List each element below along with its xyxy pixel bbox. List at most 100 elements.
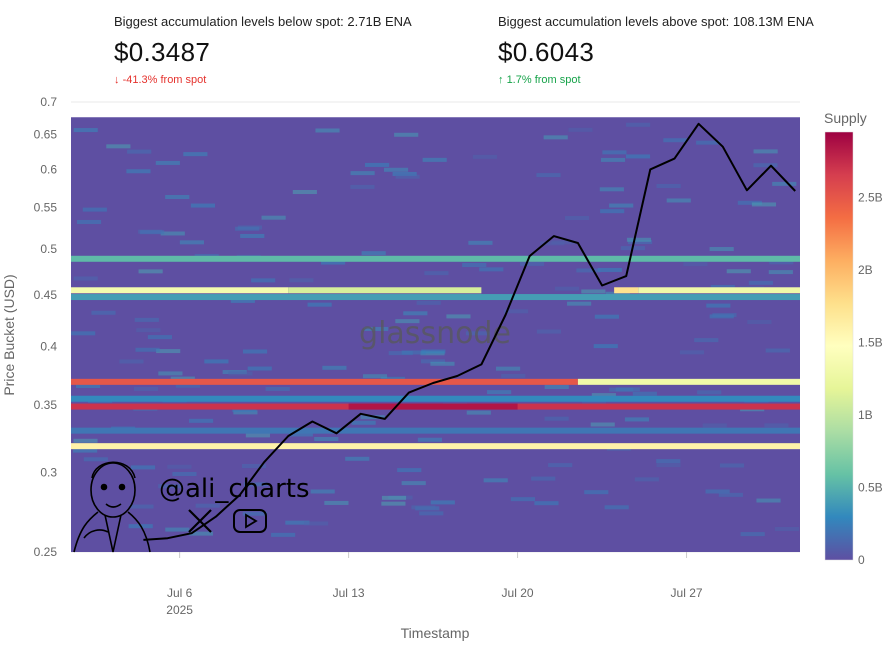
heatmap-cell <box>590 422 615 427</box>
heatmap-texture <box>71 122 799 537</box>
heatmap-cell <box>468 240 493 245</box>
heatmap-cell <box>240 233 265 238</box>
heatmap-cell <box>321 260 346 265</box>
heatmap-cell <box>288 432 313 437</box>
colorbar-ticks: 0 0.5B 1B 1.5B 2B 2.5B <box>858 190 883 567</box>
heatmap-cell <box>600 157 626 162</box>
colorbar-title: Supply <box>824 110 867 126</box>
heatmap-cell <box>165 195 190 200</box>
heatmap-cell <box>544 385 569 390</box>
x-tick-label: Jul 6 <box>167 586 193 600</box>
heatmap-cell <box>756 498 781 503</box>
heatmap-cell <box>430 500 455 505</box>
heatmap-cell <box>605 291 630 296</box>
heatmap-cell <box>710 284 735 289</box>
y-tick-label: 0.7 <box>40 95 57 109</box>
accumulation-band <box>71 395 800 402</box>
heatmap-cell <box>127 149 152 154</box>
heatmap-cell <box>694 338 719 343</box>
heatmap-cell <box>195 503 220 508</box>
heatmap-cell <box>466 410 491 415</box>
accumulation-bands <box>71 255 800 450</box>
heatmap-cell <box>627 240 653 245</box>
heatmap-cell <box>420 359 446 364</box>
heatmap-cell <box>483 478 508 483</box>
heatmap-cell <box>706 303 731 308</box>
heatmap-cell <box>76 219 102 224</box>
stat-below-spot: Biggest accumulation levels below spot: … <box>114 14 412 86</box>
heatmap-cell <box>604 505 629 510</box>
heatmap-cell <box>567 301 592 306</box>
heatmap-cell <box>232 408 257 413</box>
stat-below-price: $0.3487 <box>114 37 211 67</box>
heatmap-cell <box>581 289 606 294</box>
heatmap-cell <box>392 171 417 176</box>
heatmap-cell <box>243 482 269 487</box>
heatmap-cell <box>422 157 447 162</box>
heatmap-cell <box>656 463 681 468</box>
heatmap-cell <box>230 298 255 303</box>
y-axis-title: Price Bucket (USD) <box>1 274 17 395</box>
stat-above-delta: ↑ 1.7% from spot <box>498 74 814 86</box>
heatmap-cell <box>179 240 205 245</box>
x-logo-icon <box>188 509 212 533</box>
heatmap-cell <box>119 359 144 364</box>
accumulation-band <box>288 287 482 294</box>
arrow-down-icon: ↓ <box>114 74 120 86</box>
heatmap-cell <box>709 247 734 252</box>
heatmap-cell <box>737 200 762 205</box>
y-tick-label: 0.55 <box>34 200 58 214</box>
heatmap-cell <box>534 501 559 506</box>
heatmap-cell <box>753 149 778 154</box>
heatmap-cell <box>536 329 562 334</box>
x-tick-label: Jul 20 <box>502 586 534 600</box>
accumulation-band <box>577 378 800 385</box>
heatmap-cell <box>564 216 590 221</box>
accumulation-band <box>71 443 800 450</box>
heatmap-cell <box>576 268 601 273</box>
heatmap-cell <box>609 203 634 208</box>
heatmap-cell <box>204 359 229 364</box>
stat-below-delta: ↓ -41.3% from spot <box>114 74 412 86</box>
heatmap-cell <box>73 276 98 281</box>
heatmap-cell <box>351 420 376 425</box>
colorbar-tick-label: 0 <box>858 553 865 567</box>
heatmap-cell <box>747 320 772 325</box>
heatmap-cell <box>697 390 722 395</box>
heatmap-cell <box>365 162 390 167</box>
heatmap-background <box>71 117 800 552</box>
heatmap-cell <box>383 167 409 172</box>
heatmap-cell <box>228 371 253 376</box>
y-tick-label: 0.45 <box>34 288 58 302</box>
heatmap-cell <box>510 497 535 502</box>
heatmap-cell <box>540 241 565 246</box>
heatmap-cell <box>247 366 272 371</box>
heatmap-cell <box>242 349 268 354</box>
heatmap-cell <box>136 328 161 333</box>
stat-above-spot: Biggest accumulation levels above spot: … <box>498 14 814 86</box>
heatmap-cell <box>656 183 681 188</box>
heatmap-cell <box>251 278 276 283</box>
x-axis-title: Timestamp <box>401 625 470 641</box>
heatmap-cell <box>487 390 512 395</box>
price-line[interactable] <box>143 122 796 541</box>
heatmap-cell <box>466 331 491 336</box>
heatmap-cell <box>748 280 773 285</box>
y-axis-ticks: 0.25 0.3 0.35 0.4 0.45 0.5 0.55 0.6 0.65 0.7 <box>34 95 58 559</box>
heatmap-cell <box>126 169 151 174</box>
heatmap-cell <box>155 160 180 165</box>
heatmap-cell <box>170 376 195 381</box>
heatmap-cell <box>129 504 154 509</box>
heatmap-cell <box>772 181 797 186</box>
heatmap-cell <box>381 495 407 500</box>
accumulation-band <box>614 287 639 294</box>
heatmap-cell <box>531 476 556 481</box>
heatmap-cell <box>479 267 504 272</box>
heatmap-cell <box>519 261 545 266</box>
heatmap-cell <box>314 436 339 441</box>
heatmap-cell <box>73 448 98 453</box>
accumulation-band <box>71 294 800 301</box>
heatmap-cell <box>73 128 98 133</box>
heatmap-cell <box>265 386 290 391</box>
